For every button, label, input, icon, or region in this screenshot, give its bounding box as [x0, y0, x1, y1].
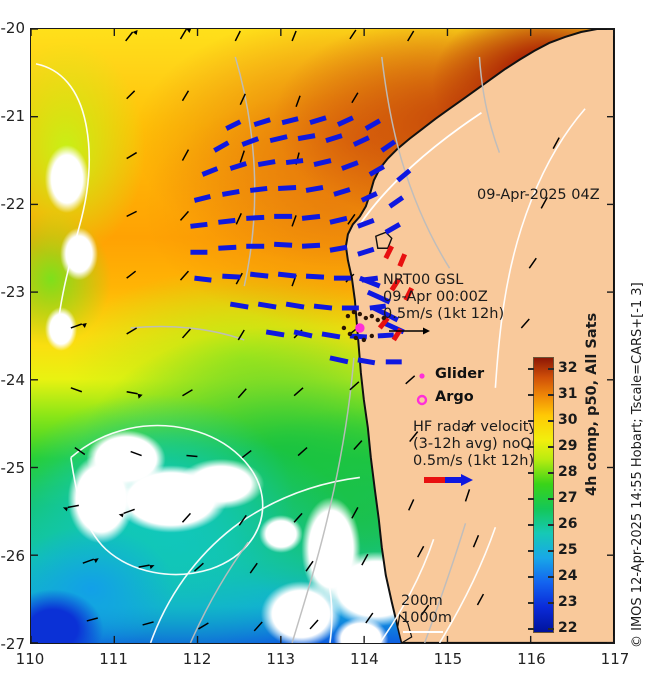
colorbar-tick-31-left [528, 394, 534, 396]
model-block-line3: 0.5m/s (1kt 12h) [383, 306, 505, 322]
colorbar-tick-25-right [548, 550, 554, 552]
colorbar-tick-32-left [528, 368, 534, 370]
y-tick-5: -25 [0, 459, 26, 477]
colorbar-label-23: 23 [558, 594, 578, 610]
bathymetry-label-200m: 200m [401, 593, 443, 609]
colorbar-tick-29-right [548, 446, 554, 448]
y-tick-6: -26 [0, 547, 26, 565]
model-block-line2: 09-Apr 00:00Z [383, 289, 488, 305]
colorbar-tick-26-left [528, 524, 534, 526]
model-block-line1: NRT00 GSL [383, 272, 464, 288]
map-plot-area[interactable]: 09-Apr-2025 04Z NRT00 GSL 09-Apr 00:00Z … [30, 28, 615, 644]
colorbar-title: 4h comp, p50, All Sats [584, 312, 600, 496]
colorbar-tick-29-left [528, 446, 534, 448]
x-tick-4: 114 [349, 650, 379, 668]
axis-tick-marks [31, 29, 614, 643]
x-tick-1: 111 [99, 650, 128, 668]
y-tick-3: -23 [0, 283, 26, 301]
colorbar-tick-23-right [548, 602, 554, 604]
y-tick-2: -22 [0, 195, 26, 213]
colorbar-tick-25-left [528, 550, 534, 552]
credit-text: © IMOS 12-Apr-2025 14:55 Hobart; Tscale=… [630, 282, 645, 648]
argo-legend-icon [416, 394, 428, 406]
gsl-model-arrowheads [62, 29, 192, 570]
x-tick-5: 115 [433, 650, 463, 668]
colorbar-tick-31-right [548, 394, 554, 396]
colorbar-label-30: 30 [558, 412, 578, 428]
x-tick-2: 112 [182, 650, 212, 668]
colorbar-tick-24-right [548, 576, 554, 578]
colorbar-label-32: 32 [558, 360, 578, 376]
colorbar[interactable] [533, 357, 554, 633]
colorbar-tick-27-right [548, 498, 554, 500]
colorbar-label-24: 24 [558, 568, 578, 584]
gsl-model-vectors [67, 29, 560, 632]
colorbar-tick-32-right [548, 368, 554, 370]
colorbar-tick-23-left [528, 602, 534, 604]
glider-legend-label: Glider [435, 366, 485, 382]
colorbar-label-27: 27 [558, 490, 578, 506]
x-tick-0: 110 [15, 650, 45, 668]
hf-radar-legend-line3: 0.5m/s (1kt 12h) [413, 453, 535, 469]
colorbar-label-22: 22 [558, 620, 578, 636]
colorbar-tick-22-right [548, 628, 554, 630]
x-tick-6: 116 [517, 650, 546, 668]
x-tick-3: 113 [266, 650, 296, 668]
colorbar-tick-30-right [548, 420, 554, 422]
colorbar-tick-30-left [528, 420, 534, 422]
velocity-vector-field [62, 29, 560, 632]
y-tick-1: -21 [0, 107, 26, 125]
hf-radar-vectors-red [377, 245, 414, 342]
colorbar-tick-28-left [528, 472, 534, 474]
argo-float-marker [355, 323, 365, 333]
bathymetry-contours [35, 56, 586, 643]
model-scale-arrow [389, 327, 430, 335]
hf-radar-scale-arrow [424, 474, 473, 486]
colorbar-label-28: 28 [558, 464, 578, 480]
bathymetry-legend-line [403, 631, 443, 633]
timestamp-label: 09-Apr-2025 04Z [477, 187, 600, 203]
colorbar-label-26: 26 [558, 516, 578, 532]
y-tick-4: -24 [0, 371, 26, 389]
colorbar-label-25: 25 [558, 542, 578, 558]
glider-track-points [341, 309, 386, 343]
colorbar-label-29: 29 [558, 438, 578, 454]
colorbar-tick-26-right [548, 524, 554, 526]
colorbar-tick-28-right [548, 472, 554, 474]
y-tick-0: -20 [0, 19, 26, 37]
colorbar-tick-27-left [528, 498, 534, 500]
y-tick-7: -27 [0, 635, 26, 653]
colorbar-tick-24-left [528, 576, 534, 578]
argo-legend-label: Argo [435, 389, 474, 405]
glider-legend-icon [419, 373, 425, 379]
bathymetry-label-1000m: 1000m [401, 610, 453, 626]
hf-radar-legend-line2: (3-12h avg) noQC [413, 436, 542, 452]
hf-radar-legend-line1: HF radar velocity [413, 419, 538, 435]
hf-radar-vectors-blue [190, 115, 412, 366]
colorbar-label-31: 31 [558, 386, 578, 402]
colorbar-tick-22-left [528, 628, 534, 630]
x-tick-7: 117 [600, 650, 630, 668]
